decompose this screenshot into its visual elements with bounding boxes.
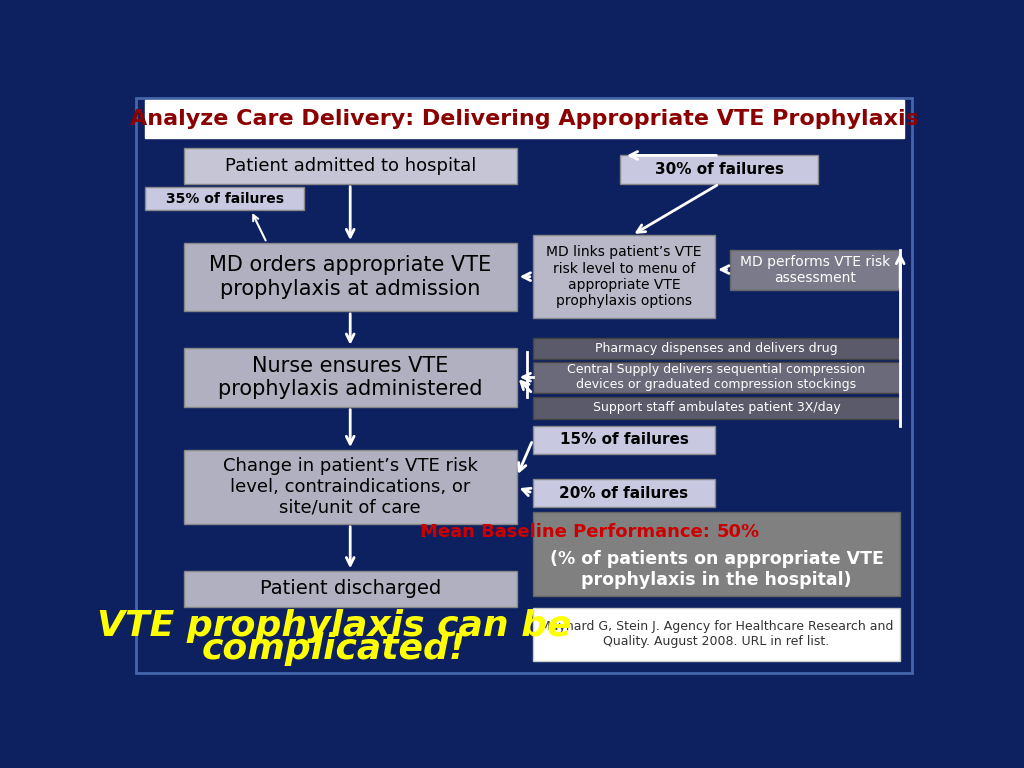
Text: Maynard G, Stein J. Agency for Healthcare Research and
Quality. August 2008. URL: Maynard G, Stein J. Agency for Healthcar… [540, 621, 893, 648]
FancyBboxPatch shape [729, 250, 900, 290]
Text: Support staff ambulates patient 3X/day: Support staff ambulates patient 3X/day [593, 402, 841, 415]
FancyBboxPatch shape [183, 348, 517, 407]
Text: MD links patient’s VTE
risk level to menu of
appropriate VTE
prophylaxis options: MD links patient’s VTE risk level to men… [546, 245, 701, 308]
FancyBboxPatch shape [145, 187, 304, 210]
FancyBboxPatch shape [532, 607, 900, 661]
FancyBboxPatch shape [145, 100, 904, 138]
Text: Nurse ensures VTE
prophylaxis administered: Nurse ensures VTE prophylaxis administer… [218, 356, 482, 399]
FancyBboxPatch shape [532, 362, 900, 392]
FancyBboxPatch shape [532, 425, 715, 454]
Text: 15% of failures: 15% of failures [559, 432, 688, 448]
Text: Change in patient’s VTE risk
level, contraindications, or
site/unit of care: Change in patient’s VTE risk level, cont… [223, 457, 477, 517]
Text: Central Supply delivers sequential compression
devices or graduated compression : Central Supply delivers sequential compr… [567, 363, 865, 391]
Text: 20% of failures: 20% of failures [559, 485, 688, 501]
Text: 50%: 50% [717, 523, 760, 541]
FancyBboxPatch shape [532, 397, 900, 419]
FancyBboxPatch shape [620, 155, 818, 184]
Text: VTE prophylaxis can be: VTE prophylaxis can be [97, 608, 571, 643]
Text: 35% of failures: 35% of failures [166, 191, 284, 206]
Text: MD performs VTE risk
assessment: MD performs VTE risk assessment [739, 255, 890, 285]
FancyBboxPatch shape [183, 148, 517, 184]
FancyBboxPatch shape [532, 235, 715, 318]
Text: 30% of failures: 30% of failures [654, 162, 783, 177]
Text: Patient admitted to hospital: Patient admitted to hospital [224, 157, 476, 175]
FancyBboxPatch shape [183, 243, 517, 311]
FancyBboxPatch shape [136, 98, 912, 673]
Text: Mean Baseline Performance:: Mean Baseline Performance: [420, 523, 717, 541]
Text: complicated!: complicated! [202, 632, 467, 666]
Text: Analyze Care Delivery: Delivering Appropriate VTE Prophylaxis: Analyze Care Delivery: Delivering Approp… [130, 109, 920, 129]
FancyBboxPatch shape [183, 571, 517, 607]
Text: Patient discharged: Patient discharged [259, 579, 441, 598]
Text: Pharmacy dispenses and delivers drug: Pharmacy dispenses and delivers drug [595, 343, 838, 356]
FancyBboxPatch shape [532, 338, 900, 359]
FancyBboxPatch shape [532, 479, 715, 508]
Text: MD orders appropriate VTE
prophylaxis at admission: MD orders appropriate VTE prophylaxis at… [209, 255, 492, 299]
FancyBboxPatch shape [532, 512, 900, 596]
Text: (% of patients on appropriate VTE
prophylaxis in the hospital): (% of patients on appropriate VTE prophy… [550, 550, 884, 588]
FancyBboxPatch shape [183, 450, 517, 524]
